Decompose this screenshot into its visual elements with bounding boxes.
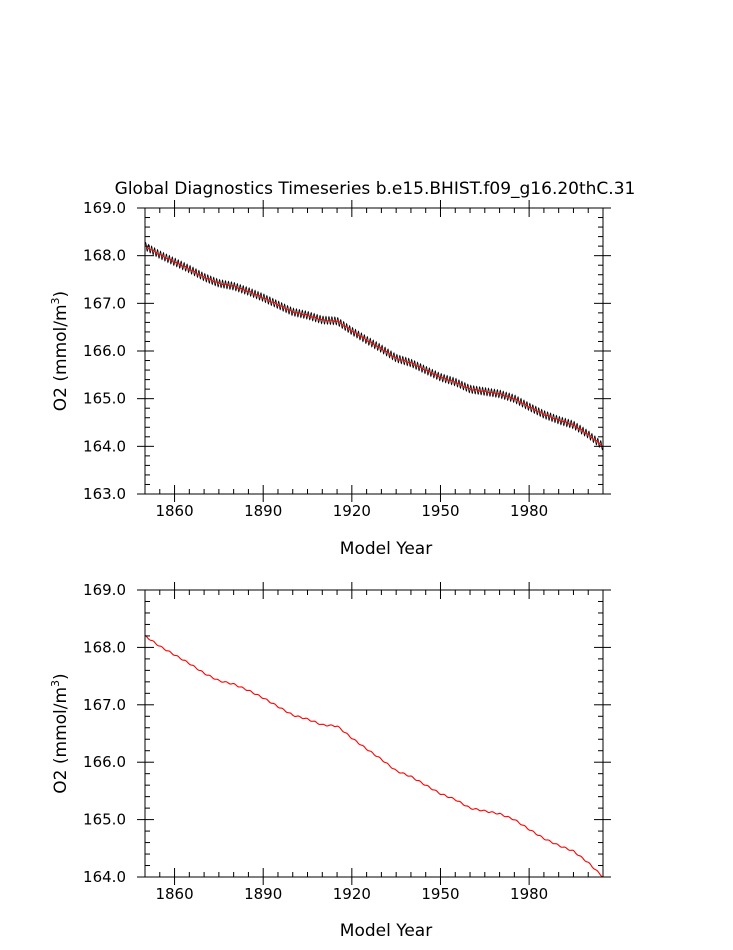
plot-area (145, 634, 603, 877)
x-tick-label: 1860 (155, 502, 193, 520)
y-tick-label: 165.0 (83, 811, 126, 829)
x-axis-title: Model Year (340, 921, 432, 941)
plot-frame (144, 589, 604, 878)
y-tick-label: 167.0 (83, 696, 126, 714)
y-tick-label: 165.0 (83, 390, 126, 408)
y-axis-title-superscript: 3 (49, 680, 62, 687)
y-tick-label: 167.0 (83, 294, 126, 312)
y-axis-title-suffix: ) (51, 673, 71, 680)
y-axis-title-text: O2 (mmol/m (51, 304, 71, 411)
y-axis-title: O2 (mmol/m3) (49, 291, 71, 411)
plot-area (145, 241, 603, 451)
y-tick-label: 166.0 (83, 753, 126, 771)
series-line-annual-mean (145, 245, 603, 448)
figure-title: Global Diagnostics Timeseries b.e15.BHIS… (115, 179, 636, 199)
series-line-monthly (145, 241, 603, 451)
plot-frame (144, 207, 604, 495)
y-tick-label: 169.0 (83, 199, 126, 217)
top-panel: 1860 1890 1920 1950 1980 163.0 164.0 165.0 166.0… (49, 199, 611, 559)
x-tick-label: 1950 (421, 502, 459, 520)
y-tick-label: 164.0 (83, 868, 126, 886)
x-tick-label: 1950 (421, 885, 459, 903)
series-line-annual-mean (145, 634, 603, 877)
y-axis-title: O2 (mmol/m3) (49, 673, 71, 793)
x-tick-label: 1920 (333, 502, 371, 520)
x-axis-title: Model Year (340, 539, 432, 559)
x-tick-label: 1890 (244, 502, 282, 520)
bottom-panel: 1860 1890 1920 1950 1980 164.0 165.0 166.0 167.0… (49, 581, 611, 941)
x-tick-label: 1860 (155, 885, 193, 903)
x-tick-label: 1980 (510, 502, 548, 520)
y-axis-title-superscript: 3 (49, 297, 62, 304)
y-axis-title-text: O2 (mmol/m (51, 687, 71, 794)
x-tick-label: 1890 (244, 885, 282, 903)
y-axis-title-suffix: ) (51, 291, 71, 298)
y-tick-label: 166.0 (83, 342, 126, 360)
y-tick-label: 168.0 (83, 247, 126, 265)
y-tick-label: 164.0 (83, 437, 126, 455)
y-tick-label: 163.0 (83, 485, 126, 503)
y-tick-label: 168.0 (83, 638, 126, 656)
x-tick-label: 1920 (333, 885, 371, 903)
y-tick-label: 169.0 (83, 581, 126, 599)
x-tick-label: 1980 (510, 885, 548, 903)
